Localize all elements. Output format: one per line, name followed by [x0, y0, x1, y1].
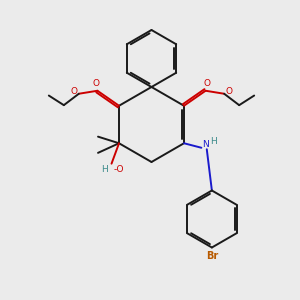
Text: -O: -O	[114, 165, 124, 174]
Text: O: O	[70, 88, 78, 97]
Text: H: H	[100, 165, 107, 174]
Text: N: N	[202, 140, 209, 148]
Text: O: O	[203, 79, 210, 88]
Text: H: H	[210, 137, 217, 146]
Text: O: O	[93, 79, 100, 88]
Text: O: O	[225, 88, 233, 97]
Text: Br: Br	[206, 251, 218, 261]
